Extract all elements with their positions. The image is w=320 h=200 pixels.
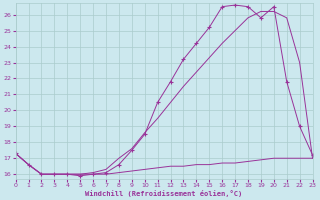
X-axis label: Windchill (Refroidissement éolien,°C): Windchill (Refroidissement éolien,°C)	[85, 190, 243, 197]
